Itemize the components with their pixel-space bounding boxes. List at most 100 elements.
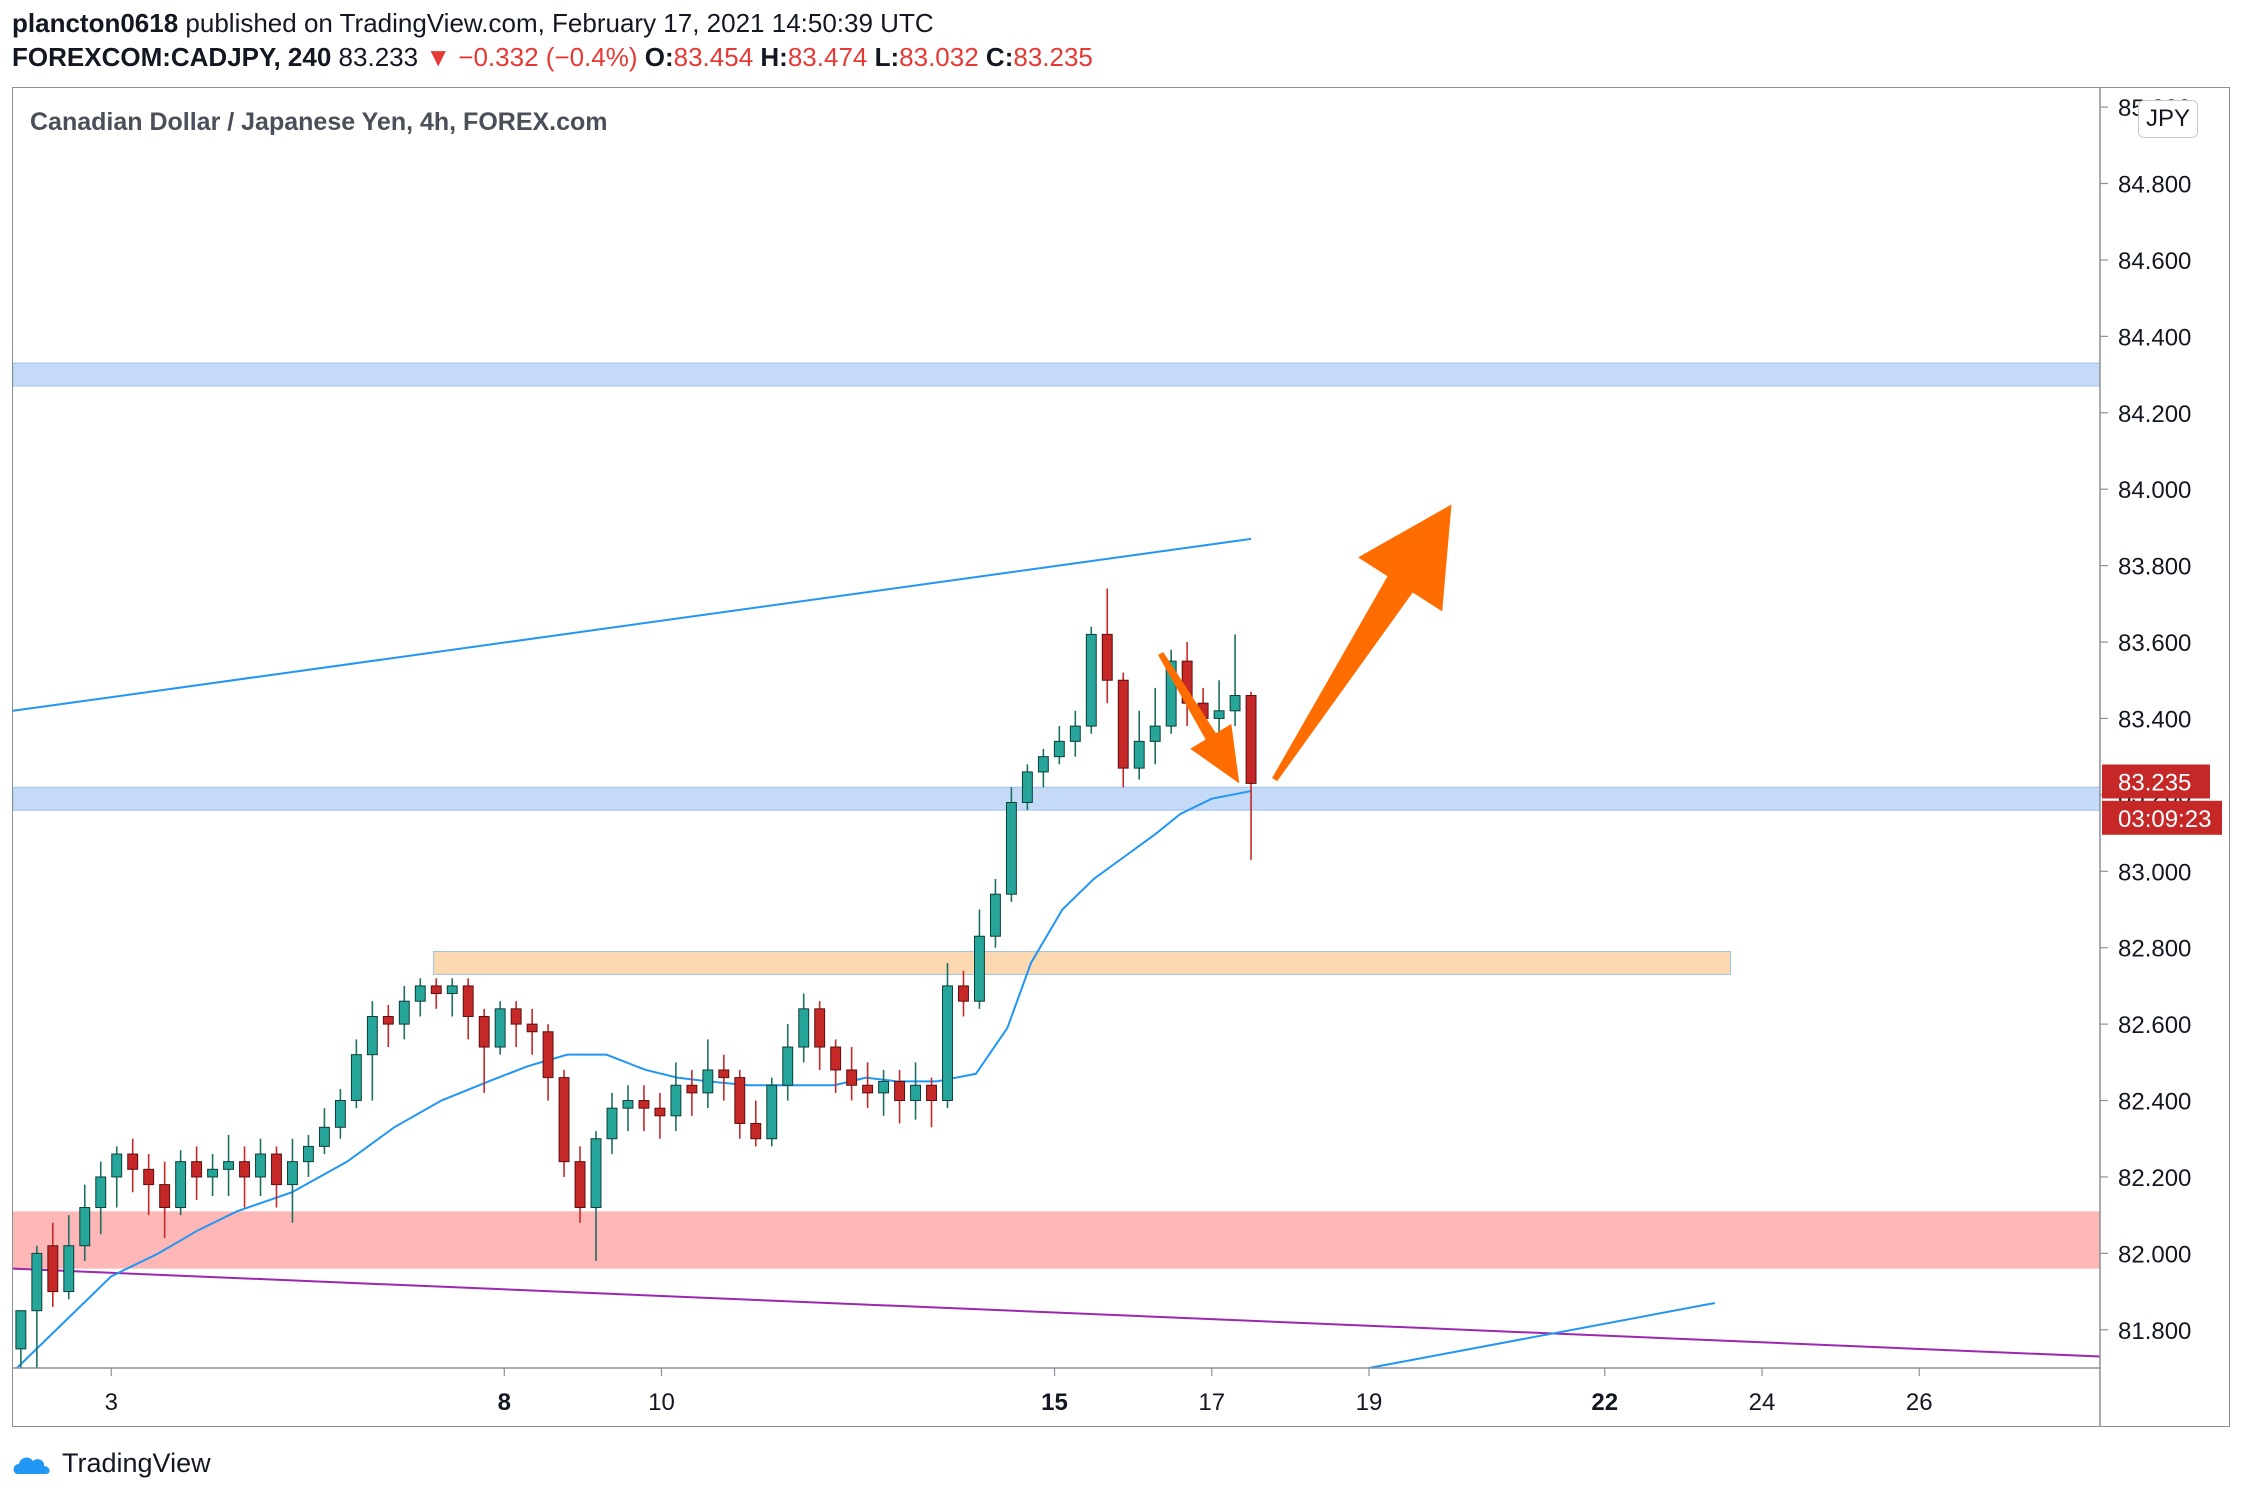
candle — [670, 1062, 682, 1132]
candle — [318, 1108, 330, 1155]
y-tick-label: 84.000 — [2118, 477, 2191, 504]
candle — [878, 1069, 890, 1116]
zone-demand — [13, 1211, 2100, 1269]
candle — [926, 1077, 937, 1128]
candle-body — [686, 1084, 698, 1094]
candle — [1213, 680, 1225, 734]
price-change: −0.332 (−0.4%) — [458, 42, 638, 72]
candle-body — [430, 985, 442, 995]
candle — [430, 978, 442, 1009]
x-tick-label: 15 — [1041, 1389, 1068, 1416]
y-tick-label: 83.600 — [2118, 630, 2191, 657]
candle — [191, 1146, 203, 1200]
publisher-name[interactable]: plancton0618 — [12, 8, 179, 38]
candle-body — [1149, 725, 1161, 742]
candle-body — [526, 1023, 538, 1033]
candle — [638, 1085, 650, 1132]
candle — [63, 1215, 75, 1300]
down-arrow — [1158, 651, 1240, 784]
candle-body — [862, 1084, 874, 1094]
candle — [973, 909, 985, 1009]
candle-body — [302, 1145, 314, 1163]
published-text: published on TradingView.com, February 1… — [185, 8, 934, 38]
candle — [175, 1150, 187, 1216]
candle — [814, 1001, 826, 1070]
y-tick-label: 82.000 — [2118, 1241, 2191, 1268]
candle-body — [638, 1100, 650, 1109]
x-tick-label: 17 — [1198, 1389, 1225, 1416]
symbol-info: FOREXCOM:CADJPY, 240 83.233 ▼ −0.332 (−0… — [12, 42, 1093, 73]
candle-body — [79, 1207, 91, 1247]
candle-body — [958, 985, 969, 1002]
candle — [542, 1024, 554, 1101]
candle — [750, 1100, 762, 1147]
candle — [446, 978, 458, 1017]
candle-body — [878, 1080, 890, 1094]
candle-body — [1021, 771, 1033, 804]
candle — [894, 1069, 906, 1124]
candle-body — [734, 1077, 746, 1124]
y-tick-label: 84.200 — [2118, 401, 2191, 428]
up-arrow — [1272, 504, 1452, 782]
candle — [622, 1085, 634, 1132]
candle-body — [1245, 695, 1257, 784]
candle-body — [1085, 633, 1097, 727]
candle — [590, 1131, 602, 1262]
x-tick-label: 8 — [498, 1389, 511, 1416]
currency-badge[interactable]: JPY — [2138, 100, 2198, 138]
candle-body — [127, 1153, 139, 1170]
candle-body — [1213, 710, 1225, 719]
candle-body — [31, 1252, 43, 1312]
candle — [494, 1001, 506, 1055]
y-tick-label: 81.800 — [2118, 1318, 2191, 1345]
y-tick-label: 84.400 — [2118, 324, 2191, 351]
low-value: 83.032 — [899, 42, 979, 72]
candle-body — [47, 1245, 59, 1293]
close-label: C: — [985, 42, 1014, 72]
open-value: 83.454 — [673, 42, 754, 72]
candle-body — [830, 1046, 842, 1071]
y-tick-label: 83.400 — [2118, 706, 2191, 733]
candle-body — [622, 1100, 634, 1109]
candle — [1245, 691, 1257, 860]
candle-body — [750, 1122, 762, 1140]
candle — [382, 1005, 394, 1048]
candle — [255, 1138, 266, 1197]
candle-body — [143, 1168, 155, 1186]
high-value: 83.474 — [787, 42, 868, 72]
current-price-label: 83.235 — [2118, 769, 2191, 796]
candle-body — [366, 1015, 378, 1056]
candle-body — [95, 1176, 107, 1209]
candle — [334, 1089, 346, 1139]
high-label: H: — [760, 42, 788, 72]
candle-body — [942, 985, 953, 1102]
candle-body — [574, 1161, 586, 1209]
candle — [1085, 626, 1097, 734]
candle — [1101, 588, 1113, 704]
candle-body — [654, 1107, 666, 1117]
y-tick-label: 83.000 — [2118, 859, 2191, 886]
close-value: 83.235 — [1013, 42, 1093, 72]
candle — [366, 1001, 378, 1101]
candle — [526, 1008, 538, 1055]
candle — [574, 1146, 586, 1223]
candle-body — [15, 1310, 27, 1350]
y-tick-label: 82.800 — [2118, 936, 2191, 963]
zone-resistance — [13, 362, 2100, 387]
candle-body — [494, 1008, 506, 1048]
chart-title: Canadian Dollar / Japanese Yen, 4h, FORE… — [30, 108, 608, 136]
candle — [846, 1047, 858, 1101]
candle-body — [1069, 725, 1081, 742]
candle-body — [175, 1161, 187, 1209]
down-triangle-icon: ▼ — [425, 42, 452, 72]
tradingview-logo[interactable]: TradingView — [12, 1448, 211, 1479]
candle — [798, 993, 810, 1063]
candle — [31, 1245, 43, 1368]
candle — [1229, 634, 1241, 727]
y-tick-label: 82.400 — [2118, 1089, 2191, 1116]
candle-body — [510, 1008, 522, 1025]
candle-body — [910, 1084, 921, 1102]
candle-body — [782, 1046, 794, 1086]
candle — [702, 1039, 714, 1109]
